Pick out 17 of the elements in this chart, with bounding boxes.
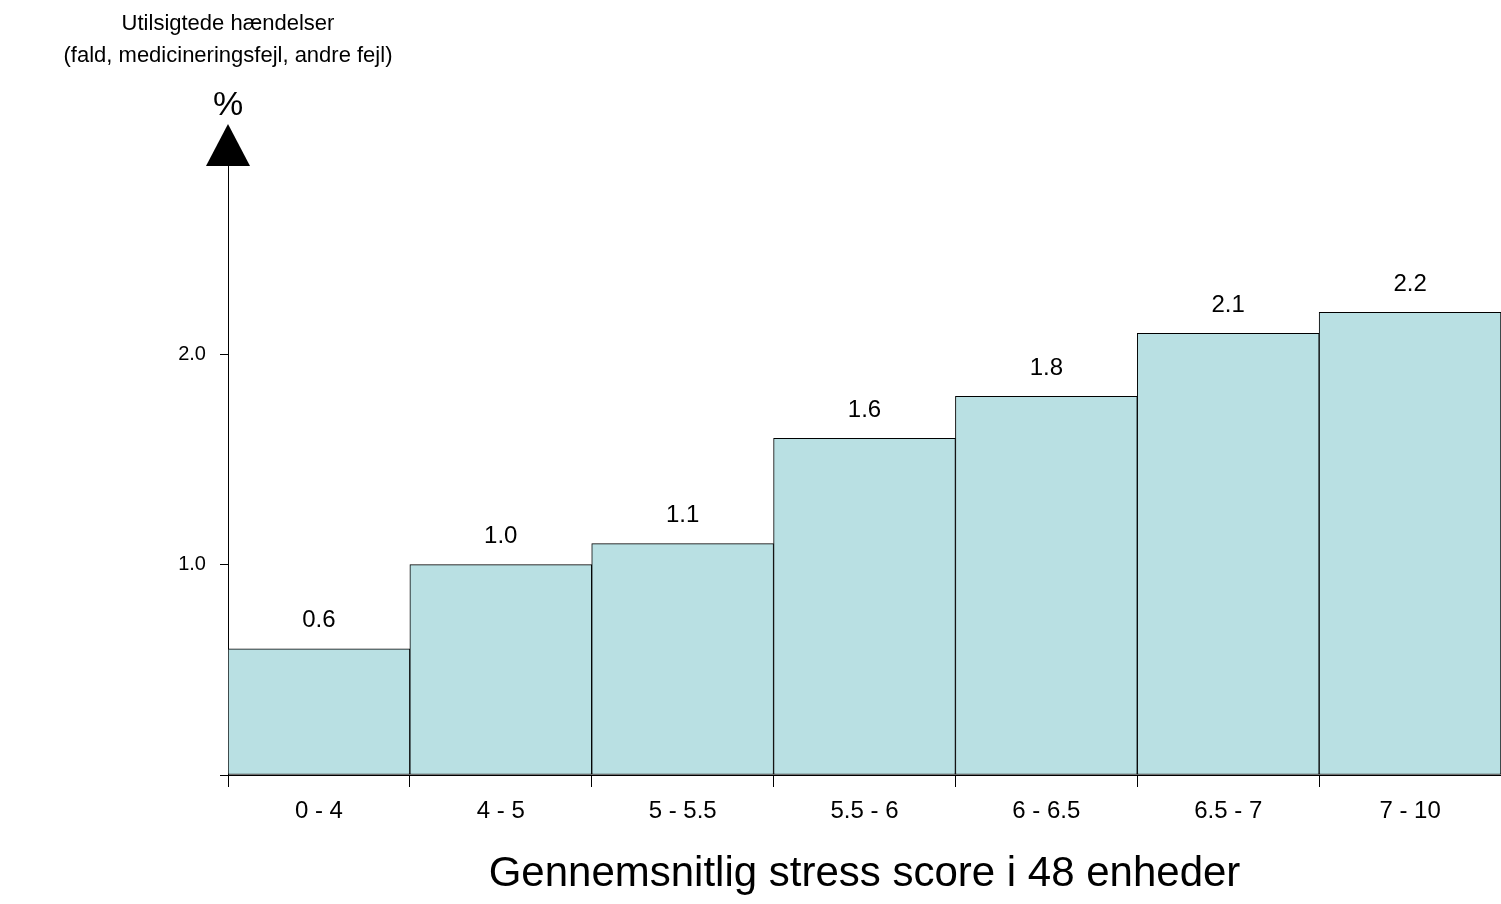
x-tick-label: 0 - 4 xyxy=(294,796,343,824)
x-tick-label: 6 - 6.5 xyxy=(1012,796,1081,824)
x-tick-label: 5.5 - 6 xyxy=(830,796,899,824)
data-label: 2.2 xyxy=(1393,268,1427,296)
x-tick-label: 7 - 10 xyxy=(1379,796,1441,824)
x-axis-title: Gennemsnitlig stress score i 48 enheder xyxy=(488,848,1241,896)
x-tick-label: 4 - 5 xyxy=(476,796,525,824)
data-label: 1.0 xyxy=(484,521,518,549)
x-tick-label: 5 - 5.5 xyxy=(648,796,717,824)
x-tick-label: 6.5 - 7 xyxy=(1194,796,1263,824)
y-tick-label: 2.0 xyxy=(178,341,206,364)
y-axis-title: Utilsigtede hændelser (fald, medicineringsfejl, andre fejl) % xyxy=(63,10,393,122)
data-label: 2.1 xyxy=(1211,289,1245,317)
data-label: 0.6 xyxy=(302,605,336,633)
data-label: 1.1 xyxy=(665,500,700,528)
data-label: 1.8 xyxy=(1029,353,1064,380)
data-label: 1.6 xyxy=(847,395,882,423)
